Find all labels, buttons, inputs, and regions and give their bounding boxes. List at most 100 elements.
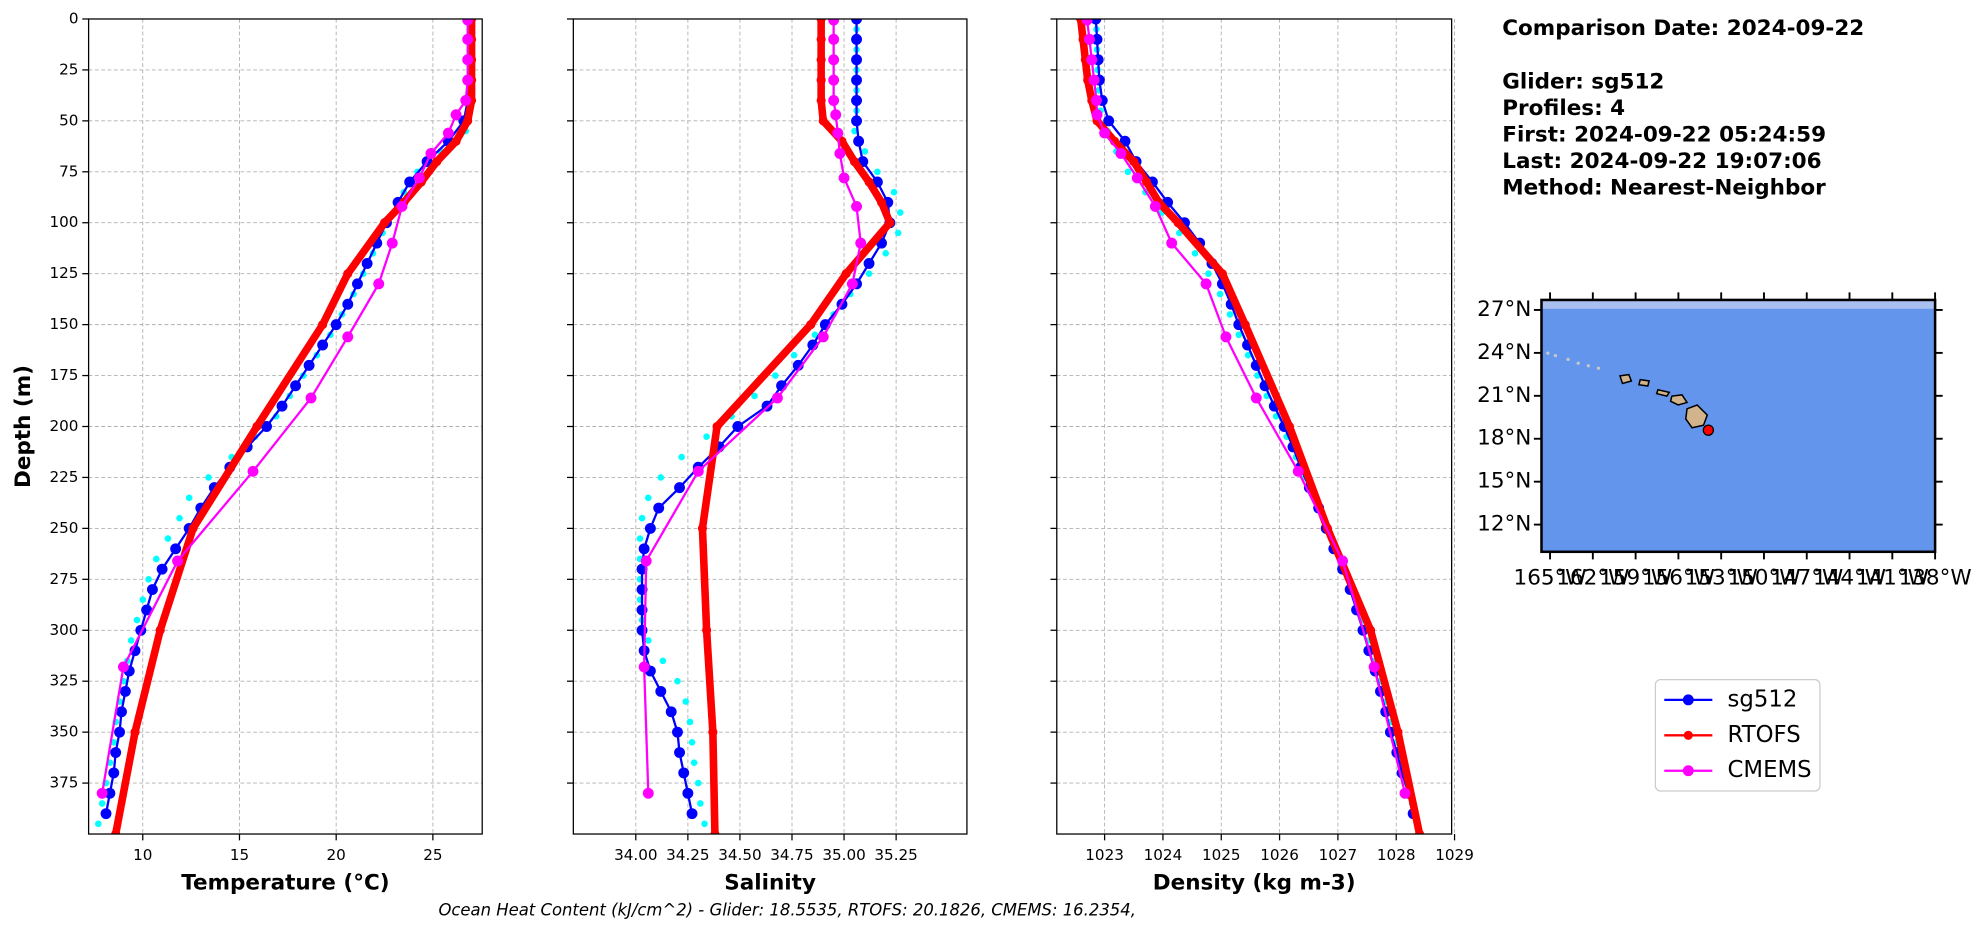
map <box>1541 299 1936 552</box>
ocean <box>1541 299 1936 552</box>
profile-point <box>636 563 648 575</box>
profile-point <box>751 392 758 400</box>
profile-point <box>712 421 722 432</box>
info-date: Comparison Date: 2024-09-22 <box>1502 16 1864 41</box>
island <box>1655 388 1671 397</box>
legend-marker <box>1682 694 1694 706</box>
profile-point <box>117 661 129 673</box>
profile-point <box>697 800 704 807</box>
island <box>1684 404 1709 429</box>
x-axis-label: Temperature (°C) <box>181 870 389 895</box>
profile-point <box>164 535 172 542</box>
profile-point <box>386 237 398 249</box>
y-tick-label: 325 <box>50 672 79 690</box>
profile-point <box>139 596 147 603</box>
plot-area <box>94 18 477 835</box>
profile-point <box>846 278 858 290</box>
x-tick-label: 1026 <box>1260 846 1299 864</box>
map-x-tick-label: 138°W <box>1899 565 1972 590</box>
map-x-tick-label: 147°W <box>1770 565 1843 590</box>
map-y-tick-label: 18°N <box>1477 426 1531 451</box>
profile-point <box>276 400 288 412</box>
profile-point <box>1368 661 1380 673</box>
profile-point <box>851 74 862 86</box>
profile-point <box>841 269 851 279</box>
plot-area <box>636 18 904 835</box>
x-tick-label: 20 <box>327 846 346 864</box>
x-axis-label: Salinity <box>724 870 816 895</box>
profile-point <box>170 543 182 555</box>
glider-position <box>1702 424 1715 436</box>
map-y-tick-label: 15°N <box>1477 469 1531 494</box>
map-x-tick-label: 144°W <box>1813 565 1886 590</box>
profile-point <box>432 157 442 167</box>
profile-point <box>146 584 158 595</box>
x-tick-label: 1028 <box>1377 846 1416 864</box>
profile-point <box>119 685 131 697</box>
x-tick-label: 35.25 <box>874 846 917 864</box>
legend-label: RTOFS <box>1728 722 1801 748</box>
profile-point <box>1244 351 1252 359</box>
profile-point <box>645 637 652 644</box>
x-tick-label: 1023 <box>1085 846 1124 864</box>
y-tick-label: 25 <box>59 60 78 78</box>
profile-point <box>305 392 317 404</box>
profile-point <box>828 33 840 45</box>
profile-point <box>1115 148 1127 159</box>
profile-point <box>882 250 889 257</box>
island <box>1669 394 1689 406</box>
profile-point <box>1142 177 1152 187</box>
profile-point <box>1090 18 1102 25</box>
profile-point <box>659 657 667 665</box>
x-tick-label: 34.25 <box>666 846 709 864</box>
profile-point <box>710 829 720 835</box>
profile-point <box>462 18 474 26</box>
profile-point <box>701 820 708 828</box>
profile-line <box>642 19 862 794</box>
profile-point <box>462 54 474 66</box>
y-tick-label: 50 <box>59 111 78 129</box>
profile-point <box>330 319 342 331</box>
profile-point <box>463 116 473 126</box>
profile-point <box>732 421 744 432</box>
profile-point <box>111 829 121 835</box>
profile-point <box>885 218 895 228</box>
profile-point <box>1091 33 1103 45</box>
map-x-tick-label: 150°W <box>1727 565 1800 590</box>
profile-point <box>1366 625 1376 635</box>
profile-point <box>361 258 373 269</box>
profile-line <box>104 18 471 814</box>
profile-point <box>865 270 873 277</box>
profile-point <box>851 115 862 127</box>
axes-frame <box>87 18 483 835</box>
map-y-tick-label: 21°N <box>1477 383 1531 408</box>
y-tick-label: 175 <box>50 366 79 384</box>
island <box>1618 373 1633 385</box>
profile-point <box>1083 33 1095 45</box>
profile-point <box>678 767 690 779</box>
profile-point <box>1399 787 1411 799</box>
profile-point <box>176 514 183 522</box>
profile-line <box>1085 19 1407 794</box>
profile-point <box>1240 320 1250 330</box>
profile-point <box>1091 109 1103 121</box>
profile-line <box>640 18 892 814</box>
profile-point <box>145 576 152 583</box>
info-method: Method: Nearest-Neighbor <box>1502 176 1826 201</box>
profile-point <box>247 465 259 477</box>
profile-point <box>1081 18 1093 26</box>
profile-point <box>352 278 363 290</box>
profile-point <box>816 75 826 85</box>
x-tick-label: 15 <box>230 846 249 864</box>
profile-point <box>141 604 153 616</box>
profile-point <box>1292 465 1304 477</box>
islet <box>1596 366 1601 370</box>
axes-frame <box>1056 18 1453 835</box>
profile-point <box>1088 74 1100 86</box>
profile-point <box>849 157 860 167</box>
profile-point <box>1099 127 1111 139</box>
profile-point <box>172 555 184 567</box>
profile-point <box>771 392 783 404</box>
map-x-tick-label: 153°W <box>1685 565 1758 590</box>
